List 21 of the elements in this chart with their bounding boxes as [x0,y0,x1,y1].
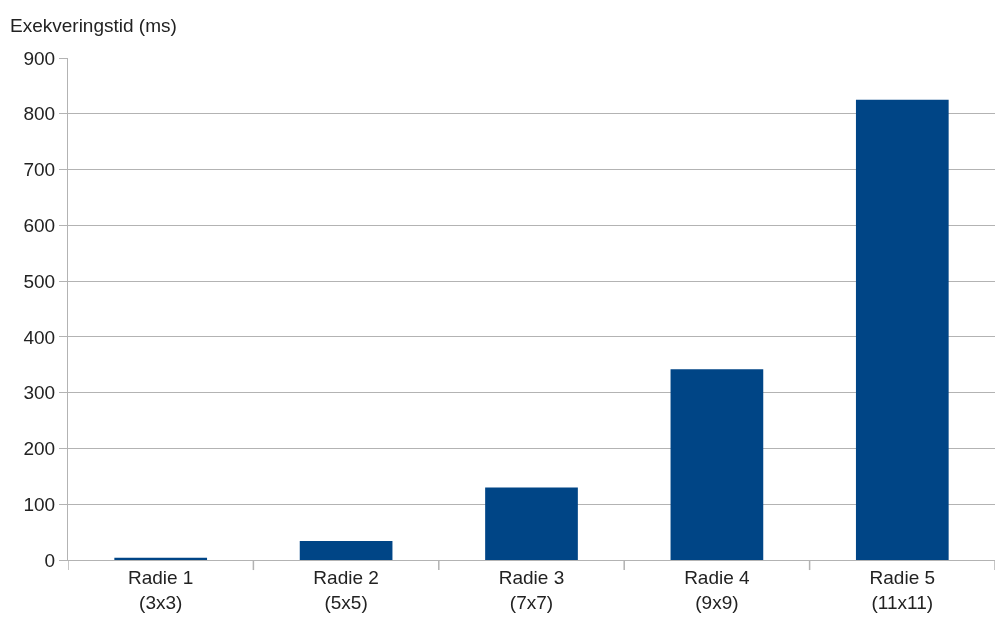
y-tick-label: 200 [23,438,56,460]
y-tick-label: 0 [44,549,56,571]
y-tick-label: 300 [23,382,56,404]
x-tick-label: Radie 1 (3x3) [127,566,194,613]
x-tick-label: Radie 4 (9x9) [684,566,751,613]
y-tick-label: 600 [23,214,56,236]
y-tick-label: 500 [23,270,56,292]
y-axis-title: Exekveringstid (ms) [10,15,177,36]
bar [299,541,393,560]
bar [114,557,208,560]
y-tick-label: 900 [23,47,56,69]
y-tick-label: 100 [23,493,56,515]
y-tick-label: 400 [23,326,56,348]
bar [485,487,578,560]
y-tick-label: 800 [23,103,56,125]
y-tick-label: 700 [23,159,56,181]
x-tick-label: Radie 5 (11x11) [869,566,936,613]
x-tick-label: Radie 3 (7x7) [498,566,565,613]
bar [670,369,764,560]
x-tick-label: Radie 2 (5x5) [313,566,379,613]
bar [855,99,949,560]
